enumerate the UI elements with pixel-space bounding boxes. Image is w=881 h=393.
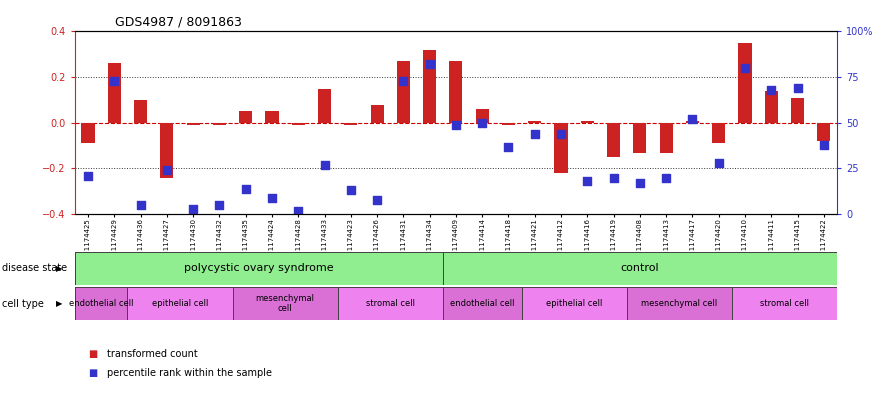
Point [528, 130, 542, 137]
Point [764, 87, 778, 93]
Text: ■: ■ [88, 368, 97, 378]
Point [370, 196, 384, 203]
Bar [449, 61, 463, 123]
Bar [128, 287, 233, 320]
Bar [502, 123, 515, 125]
Bar [318, 88, 331, 123]
Text: endothelial cell: endothelial cell [69, 299, 133, 308]
Point [554, 130, 568, 137]
Bar [712, 123, 725, 143]
Text: disease state: disease state [2, 263, 67, 273]
Bar [443, 252, 837, 285]
Text: percentile rank within the sample: percentile rank within the sample [107, 368, 272, 378]
Bar [371, 105, 383, 123]
Bar [134, 100, 147, 123]
Bar [522, 287, 626, 320]
Text: ▶: ▶ [56, 264, 62, 273]
Point [633, 180, 647, 186]
Bar [213, 123, 226, 125]
Bar [607, 123, 620, 157]
Bar [476, 109, 489, 123]
Point [344, 187, 358, 194]
Point [712, 160, 726, 166]
Point [501, 143, 515, 150]
Bar [292, 123, 305, 125]
Point [292, 208, 306, 214]
Text: polycystic ovary syndrome: polycystic ovary syndrome [184, 263, 334, 273]
Point [81, 173, 95, 179]
Point [581, 178, 595, 184]
Point [659, 174, 673, 181]
Bar [633, 123, 647, 152]
Bar [626, 287, 732, 320]
Text: stromal cell: stromal cell [760, 299, 809, 308]
Bar [443, 287, 522, 320]
Point [159, 167, 174, 173]
Bar [732, 287, 837, 320]
Point [239, 185, 253, 192]
Bar [81, 123, 94, 143]
Bar [337, 287, 443, 320]
Bar [423, 50, 436, 123]
Point [317, 162, 331, 168]
Point [134, 202, 148, 208]
Text: epithelial cell: epithelial cell [152, 299, 208, 308]
Point [606, 174, 620, 181]
Point [738, 65, 752, 71]
Text: epithelial cell: epithelial cell [546, 299, 603, 308]
Bar [396, 61, 410, 123]
Bar [554, 123, 567, 173]
Text: stromal cell: stromal cell [366, 299, 415, 308]
Bar [233, 287, 337, 320]
Text: mesenchymal cell: mesenchymal cell [641, 299, 717, 308]
Bar [818, 123, 831, 141]
Bar [265, 111, 278, 123]
Text: control: control [620, 263, 659, 273]
Text: GDS4987 / 8091863: GDS4987 / 8091863 [115, 16, 241, 29]
Point [475, 119, 489, 126]
Point [212, 202, 226, 208]
Bar [187, 123, 200, 125]
Text: ■: ■ [88, 349, 97, 359]
Point [396, 78, 411, 84]
Point [448, 121, 463, 128]
Point [817, 141, 831, 148]
Point [107, 78, 122, 84]
Text: cell type: cell type [2, 299, 44, 309]
Text: endothelial cell: endothelial cell [450, 299, 515, 308]
Bar [344, 123, 358, 125]
Bar [738, 43, 751, 123]
Point [186, 206, 200, 212]
Text: mesenchymal
cell: mesenchymal cell [255, 294, 315, 313]
Bar [239, 111, 252, 123]
Text: ▶: ▶ [56, 299, 62, 308]
Point [790, 85, 804, 91]
Bar [107, 63, 121, 123]
Text: transformed count: transformed count [107, 349, 198, 359]
Point [423, 61, 437, 68]
Bar [529, 121, 541, 123]
Bar [660, 123, 673, 152]
Bar [160, 123, 174, 178]
Bar [75, 287, 128, 320]
Point [265, 195, 279, 201]
Point [685, 116, 700, 122]
Bar [581, 121, 594, 123]
Bar [765, 91, 778, 123]
Bar [791, 98, 804, 123]
Bar [685, 121, 699, 123]
Bar [75, 252, 443, 285]
